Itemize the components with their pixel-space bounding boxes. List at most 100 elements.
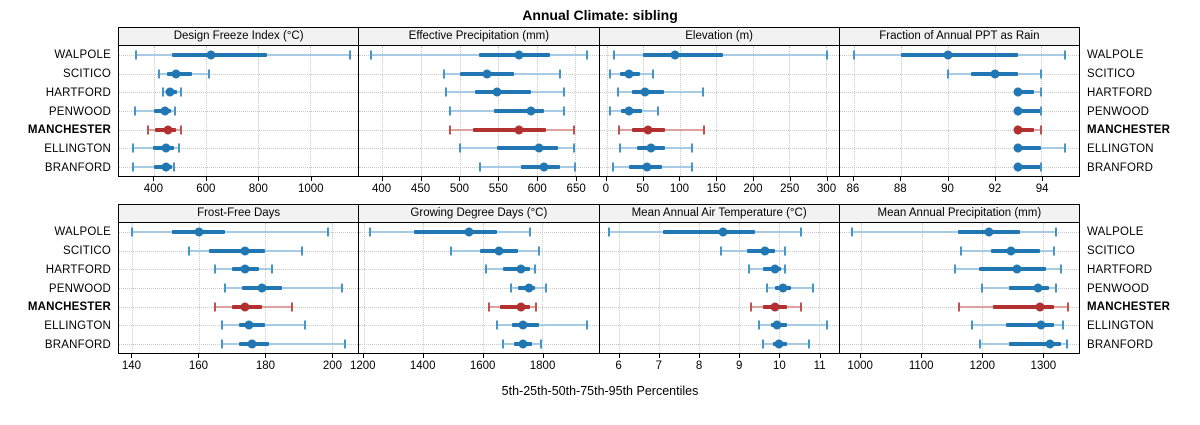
median-dot — [163, 125, 173, 135]
axis-tick-label: 9 — [736, 360, 743, 372]
whisker-cap — [702, 125, 705, 135]
whisker-cap — [562, 106, 565, 116]
whisker-cap — [611, 162, 614, 172]
axis-tick — [679, 177, 681, 181]
station-labels-left-bottom: WALPOLE SCITICO HARTFORD PENWOOD MANCHESTER E… — [0, 204, 118, 354]
whisker-cap — [1040, 87, 1043, 97]
median-dot — [624, 69, 634, 79]
x-axis-mean-annual-precipitation-mm: 1000 1100 1200 1300 — [839, 354, 1080, 377]
whisker-cap — [214, 302, 217, 312]
whisker-cap — [783, 246, 786, 256]
whisker-cap — [448, 125, 451, 135]
median-dot — [160, 106, 169, 116]
median-dot — [1035, 302, 1045, 312]
axis-tick-label: 200 — [322, 360, 343, 372]
percentile-whisker — [225, 287, 342, 289]
station-label-right-scitico: SCITICO — [1087, 68, 1136, 81]
whisker-cap — [458, 143, 461, 153]
x-axis-growing-degree-days-c: 1200 1400 1600 1800 — [350, 354, 599, 377]
axis-tick-label: 550 — [488, 183, 508, 195]
station-label-right-hartford: HARTFORD — [1087, 86, 1153, 99]
station-label-right-manchester: MANCHESTER — [1087, 301, 1171, 314]
axis-tick — [576, 177, 578, 181]
iqr-bar — [414, 230, 498, 235]
whisker-cap — [1063, 50, 1066, 60]
percentile-whisker — [851, 231, 1056, 234]
whisker-cap — [981, 283, 984, 293]
median-dot — [772, 320, 782, 330]
axis-tick — [198, 354, 200, 358]
axis-tick — [332, 354, 334, 358]
whisker-cap — [959, 246, 962, 256]
whisker-cap — [535, 302, 538, 312]
whisker-cap — [609, 106, 612, 116]
median-dot — [524, 283, 534, 293]
median-dot — [539, 162, 549, 172]
whisker-cap — [1054, 227, 1057, 237]
axis-tick-label: 650 — [566, 183, 586, 195]
median-dot — [643, 125, 653, 135]
axis-tick — [459, 177, 461, 181]
percentile-whisker — [497, 324, 587, 327]
whisker-cap — [825, 320, 828, 330]
axis-tick-label: 50 — [636, 183, 650, 195]
percentile-whisker — [1018, 147, 1065, 150]
whisker-cap — [509, 283, 512, 293]
panel-title-growing-degree-days-c: Growing Degree Days (°C) — [358, 204, 600, 223]
gridline-h — [839, 148, 1079, 150]
median-dot — [518, 339, 528, 349]
whisker-cap — [572, 143, 575, 153]
gridline-h — [599, 325, 839, 327]
iqr-bar — [991, 248, 1040, 253]
station-label-left-ellington: ELLINGTON — [44, 142, 111, 155]
median-dot — [526, 106, 536, 116]
median-dot — [624, 106, 634, 116]
iqr-bar — [1018, 90, 1035, 95]
iqr-bar — [1009, 341, 1061, 346]
axis-tick-label: 140 — [121, 360, 141, 372]
median-dot — [464, 227, 474, 237]
gridline-h — [359, 325, 599, 327]
station-label-left-ellington: ELLINGTON — [44, 319, 111, 332]
axis-tick-label: 1100 — [908, 360, 934, 372]
whisker-cap — [970, 320, 973, 330]
whisker-cap — [572, 125, 575, 135]
whisker-cap — [173, 162, 176, 172]
whisker-cap — [340, 283, 343, 293]
median-dot — [161, 162, 171, 172]
station-label-right-ellington: ELLINGTON — [1087, 319, 1154, 332]
whisker-cap — [496, 320, 499, 330]
gridline-h — [599, 129, 839, 131]
whisker-cap — [852, 50, 855, 60]
x-axis-mean-annual-air-temperature-c: 6 7 8 9 10 11 — [599, 354, 840, 377]
gridline-h — [599, 148, 839, 150]
whisker-cap — [656, 106, 659, 116]
whisker-cap — [691, 162, 694, 172]
axis-tick — [860, 354, 862, 358]
gridline-h — [599, 269, 839, 271]
station-label-right-penwood: PENWOOD — [1087, 282, 1150, 295]
axis-tick-label: 1400 — [409, 360, 436, 372]
whisker-cap — [221, 320, 224, 330]
axis-tick-label: 1200 — [349, 360, 376, 372]
whisker-cap — [826, 50, 829, 60]
median-dot — [760, 246, 770, 256]
whisker-cap — [545, 283, 548, 293]
whisker-cap — [533, 264, 536, 274]
station-labels-right-bottom: WALPOLE SCITICO HARTFORD PENWOOD MANCHESTER E… — [1080, 204, 1200, 354]
plot-area-mean-annual-air-temperature-c — [598, 223, 840, 354]
whisker-cap — [270, 264, 273, 274]
whisker-cap — [1054, 283, 1057, 293]
iqr-bar — [475, 90, 531, 95]
whisker-cap — [224, 283, 227, 293]
axis-tick-label: 92 — [988, 183, 1002, 195]
median-dot — [1013, 106, 1023, 116]
percentiles-caption: 5th-25th-50th-75th-95th Percentiles — [501, 384, 699, 398]
median-dot — [514, 125, 524, 135]
iqr-bar — [1018, 127, 1035, 132]
whisker-cap — [327, 227, 330, 237]
plot-area-fraction-of-annual-ppt-as-rain — [838, 46, 1080, 177]
median-dot — [670, 50, 680, 60]
median-dot — [516, 264, 526, 274]
station-label-left-hartford: HARTFORD — [45, 263, 111, 276]
